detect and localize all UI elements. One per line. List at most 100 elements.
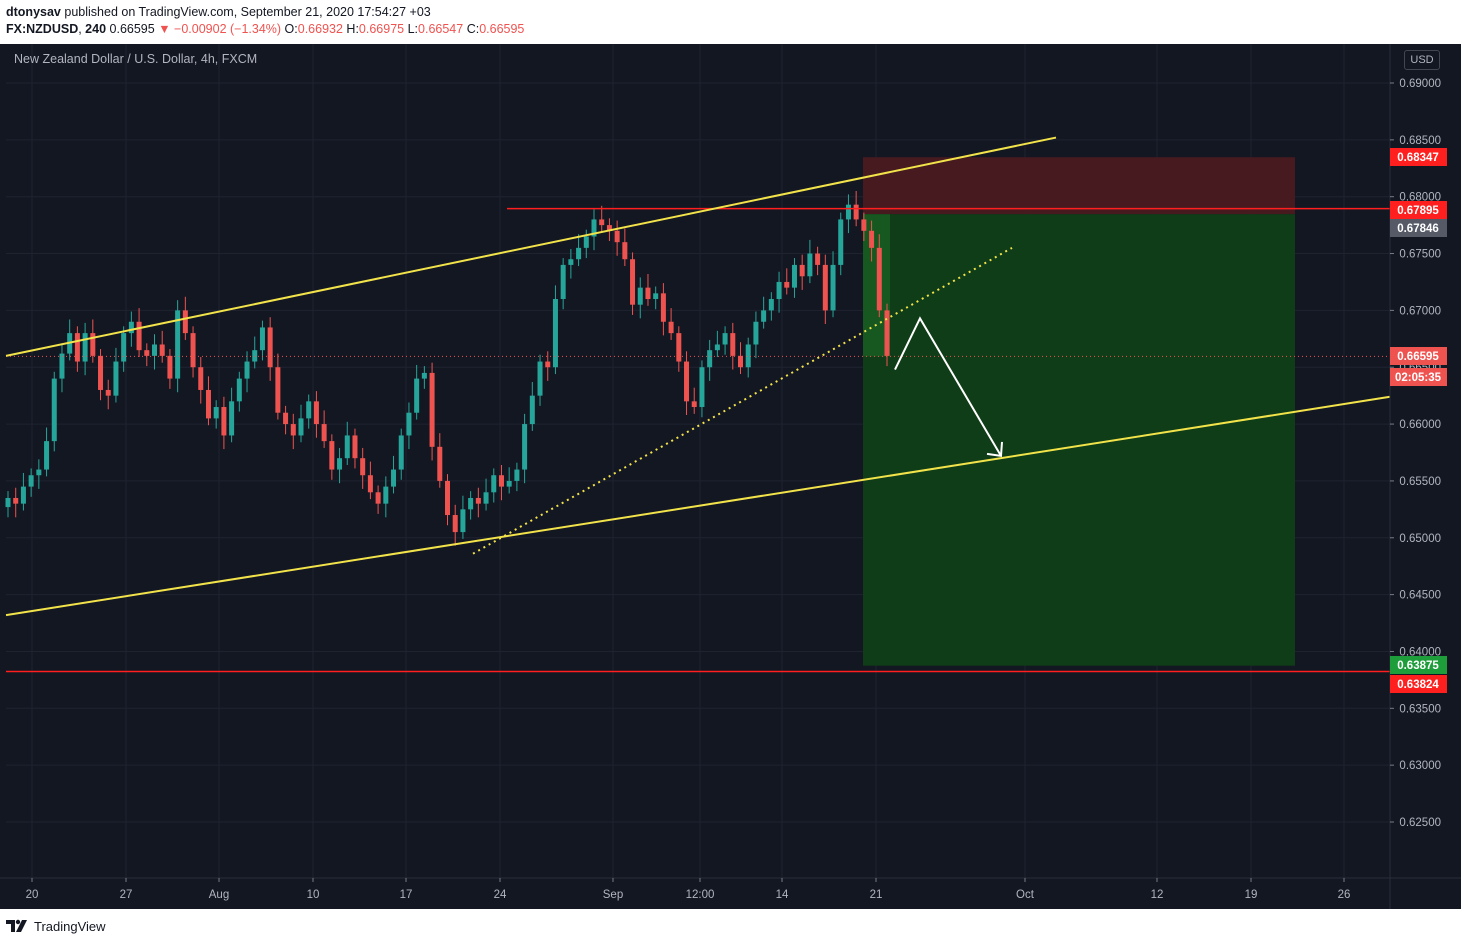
projection-arrow[interactable] (894, 316, 1002, 457)
candle-body (614, 230, 620, 243)
candle-body (537, 361, 543, 396)
candle-body (475, 497, 481, 504)
candle-body (815, 253, 821, 265)
candle-body (861, 219, 867, 231)
candle-body (460, 509, 466, 533)
candle-body (529, 395, 535, 425)
candle-body (876, 247, 882, 311)
candle-body (290, 424, 296, 436)
time-tick-label: 19 (1245, 889, 1258, 901)
candle-body (699, 367, 705, 408)
candle-body (445, 480, 450, 516)
price-label-badge[interactable] (1390, 368, 1447, 386)
published-text: published on TradingView.com, September … (64, 5, 431, 19)
author-name[interactable]: dtonysav (6, 5, 61, 19)
candle-body (144, 350, 150, 356)
price-label-badge[interactable] (1390, 201, 1447, 219)
channel-lower-line[interactable] (5, 395, 1391, 617)
candle-body (591, 219, 597, 237)
axes[interactable]: 0.62500 0.63000 0.63500 0.64000 0.64500 0.650… (0, 44, 1461, 909)
price-label-badge[interactable] (1390, 675, 1447, 693)
candle-body (421, 372, 427, 379)
candle-body (98, 355, 104, 390)
tradingview-logo-icon (6, 919, 27, 932)
candle-body (321, 424, 327, 442)
price-label-badge[interactable] (1390, 148, 1447, 166)
open-label: O: (284, 22, 298, 36)
candle-body (707, 350, 713, 368)
chart-area[interactable]: 0.62500 0.63000 0.63500 0.64000 0.64500 0.650… (0, 44, 1461, 909)
candle-body (190, 333, 196, 368)
open-value: 0.66932 (297, 22, 343, 36)
candle-body (498, 475, 504, 487)
candle-body (298, 418, 304, 436)
candle-body (822, 264, 828, 311)
candle-body (82, 333, 88, 362)
price-label-text: 0.63824 (1397, 679, 1439, 691)
candle-body (791, 264, 797, 288)
time-tick-label: Sep (603, 889, 623, 901)
candle-body (398, 435, 404, 470)
candle-body (213, 407, 219, 419)
candle-body (568, 259, 574, 265)
price-label-text: 0.66595 (1397, 351, 1439, 363)
candle-body (167, 355, 173, 379)
take-profit-zone (863, 214, 1295, 666)
time-tick-label: 14 (776, 889, 789, 901)
candle-body (452, 515, 458, 533)
candle-body (576, 247, 582, 260)
currency-badge[interactable]: USD (1404, 50, 1440, 70)
price-label-badge[interactable] (1390, 347, 1447, 365)
candle-body (630, 259, 636, 305)
candle-body (36, 469, 42, 476)
price-tick-label: 0.65000 (1399, 533, 1441, 545)
candle-body (152, 344, 157, 356)
price-chart[interactable]: 0.62500 0.63000 0.63500 0.64000 0.64500 0.650… (0, 44, 1461, 909)
candle-body (637, 287, 643, 305)
price-label-badge[interactable] (1390, 656, 1447, 674)
symbol-name[interactable]: FX:NZDUSD (6, 22, 79, 36)
price-axis[interactable] (1390, 44, 1461, 909)
close-value: 0.66595 (479, 22, 525, 36)
candle-body (198, 367, 204, 390)
candle-body (622, 242, 628, 260)
candle-body (344, 435, 350, 459)
candle-body (691, 401, 697, 408)
candle-body (645, 287, 651, 300)
candle-body (59, 353, 65, 379)
price-tick-label: 0.62500 (1399, 817, 1441, 829)
time-tick-label: Oct (1016, 889, 1035, 901)
candle-body (884, 310, 890, 356)
price-label-badge[interactable] (1390, 219, 1447, 237)
candle-body (352, 435, 358, 459)
candle-body (113, 361, 119, 396)
candle-body (838, 219, 844, 265)
candle-body (745, 344, 751, 368)
channel-upper-line[interactable] (5, 136, 1057, 357)
tradingview-logo[interactable]: TradingView (6, 917, 106, 935)
candle-body (599, 219, 605, 226)
price-label-text: 0.67846 (1397, 223, 1439, 235)
price-label-text: 0.67895 (1397, 205, 1439, 217)
support-trendline[interactable] (472, 246, 1013, 555)
brand-name: TradingView (34, 918, 106, 934)
price-tick-label: 0.64000 (1399, 646, 1441, 658)
candle-body (267, 327, 273, 368)
candle-body (514, 469, 520, 481)
candles[interactable] (5, 191, 890, 546)
candle-body (337, 458, 343, 470)
time-tick-label: 24 (494, 889, 507, 901)
candle-body (799, 264, 805, 277)
price-label-text: 02:05:35 (1395, 372, 1442, 384)
price-tick-label: 0.64500 (1399, 590, 1441, 602)
candle-body (714, 344, 720, 351)
high-label: H: (346, 22, 359, 36)
candle-body (90, 333, 96, 356)
drawings[interactable] (5, 136, 1391, 673)
candle-body (807, 253, 813, 277)
high-value: 0.66975 (358, 22, 405, 36)
price-change: ▼ −0.00902 (−1.34%) (158, 22, 282, 36)
candle-body (329, 441, 335, 470)
candle-body (182, 310, 188, 334)
price-label-text: 0.68347 (1397, 152, 1439, 164)
